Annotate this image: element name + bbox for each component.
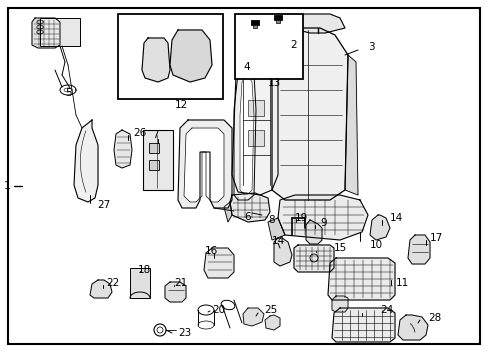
Polygon shape (142, 38, 170, 82)
Text: 9: 9 (319, 218, 326, 228)
Polygon shape (170, 30, 212, 82)
Polygon shape (293, 245, 333, 272)
Polygon shape (289, 14, 345, 33)
Text: 13: 13 (267, 78, 281, 88)
Text: 3: 3 (367, 42, 374, 52)
Polygon shape (234, 68, 256, 200)
Bar (149, 143, 159, 153)
Bar (142, 130, 173, 190)
Polygon shape (243, 308, 264, 326)
Text: 1: 1 (4, 181, 11, 191)
Text: 10: 10 (369, 240, 382, 250)
Text: 25: 25 (264, 305, 277, 315)
Text: 6: 6 (244, 212, 250, 222)
Text: 11: 11 (395, 278, 408, 288)
Polygon shape (267, 218, 285, 240)
Polygon shape (114, 130, 132, 168)
Polygon shape (278, 195, 367, 240)
Text: 18: 18 (138, 265, 151, 275)
Text: 15: 15 (333, 243, 346, 253)
Polygon shape (240, 76, 253, 194)
Polygon shape (224, 202, 231, 222)
Polygon shape (369, 215, 389, 240)
Polygon shape (271, 28, 347, 200)
Text: 22: 22 (106, 278, 119, 288)
Text: 17: 17 (429, 233, 442, 243)
Text: 14: 14 (271, 236, 285, 246)
Polygon shape (74, 120, 98, 202)
Polygon shape (305, 220, 321, 244)
Polygon shape (345, 55, 357, 195)
Text: 26: 26 (133, 128, 146, 138)
Bar (40, 18, 80, 46)
Bar (247, 130, 264, 146)
Polygon shape (231, 55, 278, 195)
Polygon shape (327, 258, 394, 300)
Text: 19: 19 (294, 213, 307, 223)
Polygon shape (32, 18, 60, 48)
Text: 14: 14 (389, 213, 403, 223)
Text: 5: 5 (65, 88, 71, 98)
Bar (252, 25, 257, 28)
Polygon shape (203, 248, 234, 278)
Text: 2: 2 (289, 40, 296, 50)
Polygon shape (264, 315, 280, 330)
Polygon shape (397, 315, 427, 340)
Bar (118, 14, 223, 99)
Text: 16: 16 (204, 246, 218, 256)
Polygon shape (183, 128, 224, 202)
Polygon shape (331, 296, 347, 312)
Polygon shape (407, 235, 429, 264)
Text: 27: 27 (97, 200, 110, 210)
Polygon shape (229, 193, 269, 222)
Polygon shape (331, 308, 394, 342)
Text: 23: 23 (178, 328, 191, 338)
Text: 8: 8 (267, 215, 274, 225)
Text: 20: 20 (212, 305, 224, 315)
Bar (149, 160, 159, 170)
Bar (130, 268, 150, 298)
Bar (250, 20, 259, 25)
Polygon shape (90, 280, 112, 298)
Polygon shape (178, 120, 231, 208)
Bar (247, 100, 264, 116)
Text: 24: 24 (379, 305, 392, 315)
Polygon shape (164, 282, 185, 302)
Text: 21: 21 (174, 278, 187, 288)
Text: 4: 4 (243, 62, 249, 72)
Bar (235, 14, 303, 79)
Text: 7: 7 (152, 130, 158, 140)
Polygon shape (273, 238, 291, 266)
Bar (273, 15, 282, 20)
Text: 28: 28 (427, 313, 440, 323)
Bar (275, 20, 280, 23)
Text: 12: 12 (175, 100, 188, 110)
